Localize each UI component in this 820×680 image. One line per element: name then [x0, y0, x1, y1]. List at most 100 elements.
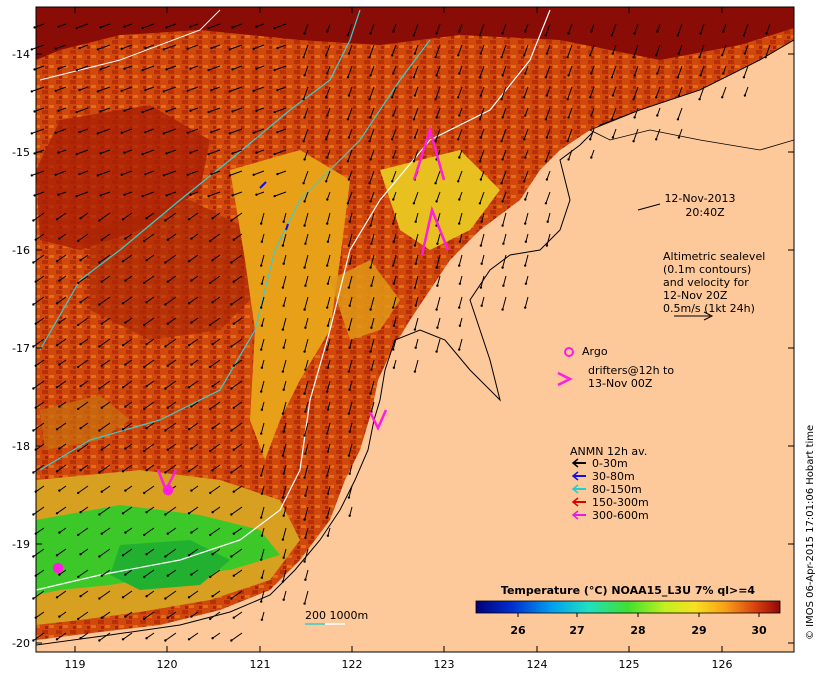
velocity-arrow [283, 506, 287, 516]
colorbar-tick-label: 28 [630, 624, 645, 637]
velocity-arrow [99, 548, 111, 557]
velocity-arrow-head [79, 343, 82, 346]
velocity-arrow [125, 317, 133, 324]
velocity-arrow [480, 128, 485, 138]
velocity-arrow-head [326, 450, 330, 453]
velocity-arrow-head [632, 140, 635, 143]
velocity-arrow [327, 485, 331, 494]
velocity-arrow [55, 86, 67, 92]
velocity-arrow [167, 611, 177, 619]
velocity-arrow-head [273, 68, 276, 72]
velocity-arrow-head [677, 94, 681, 97]
velocity-arrow [283, 380, 287, 390]
velocity-arrow [125, 611, 133, 618]
velocity-arrow-head [632, 98, 635, 101]
velocity-arrow-head [211, 301, 214, 304]
velocity-arrow [274, 149, 287, 155]
velocity-arrow [167, 233, 177, 241]
drifters-line-2: 13-Nov 00Z [588, 377, 653, 390]
velocity-arrow-head [392, 306, 395, 309]
velocity-arrow-head [478, 34, 482, 37]
velocity-arrow [31, 128, 45, 134]
velocity-arrow [274, 191, 287, 197]
velocity-arrow [435, 44, 441, 58]
velocity-arrow [33, 464, 45, 473]
velocity-arrow [392, 149, 397, 158]
velocity-arrow [568, 107, 573, 118]
velocity-arrow-head [545, 178, 549, 181]
velocity-arrow [765, 44, 771, 58]
velocity-arrow [165, 506, 177, 515]
velocity-arrow-head [370, 284, 373, 287]
velocity-arrow [524, 212, 529, 224]
velocity-arrow-head [392, 282, 396, 285]
velocity-arrow [677, 107, 683, 120]
velocity-arrow-head [55, 386, 59, 389]
velocity-arrow-head [209, 449, 212, 453]
lon-tick-label: 122 [342, 658, 363, 671]
velocity-arrow-head [164, 639, 167, 642]
velocity-arrow [436, 254, 441, 268]
velocity-arrow-head [480, 220, 483, 223]
velocity-arrow-head [457, 138, 460, 141]
velocity-arrow-head [435, 32, 438, 35]
velocity-arrow [187, 128, 199, 134]
velocity-arrow [479, 65, 485, 78]
velocity-arrow [501, 170, 507, 184]
velocity-arrow [33, 506, 45, 515]
velocity-arrow-head [228, 48, 231, 51]
velocity-arrow-head [78, 172, 81, 176]
velocity-arrow-head [480, 262, 483, 265]
colorbar-tick-label: 27 [569, 624, 584, 637]
velocity-arrow [121, 128, 133, 134]
velocity-arrow-head [369, 116, 372, 119]
velocity-arrow [80, 632, 89, 639]
velocity-arrow-head [98, 555, 101, 558]
velocity-arrow-head [32, 429, 35, 432]
velocity-arrow-head [276, 172, 279, 176]
velocity-arrow-head [478, 118, 482, 121]
velocity-arrow-head [120, 47, 123, 50]
velocity-arrow [56, 296, 67, 304]
velocity-arrow-head [231, 194, 234, 197]
velocity-arrow [100, 149, 111, 154]
velocity-arrow [261, 611, 265, 620]
velocity-arrow-head [414, 346, 417, 349]
velocity-arrow-head [523, 180, 526, 183]
velocity-arrow [124, 65, 133, 70]
velocity-arrow-head [99, 110, 102, 113]
velocity-arrow [56, 422, 67, 430]
velocity-arrow [436, 296, 441, 310]
velocity-arrow-head [141, 194, 144, 198]
velocity-arrow-head [124, 573, 127, 576]
velocity-arrow [545, 107, 551, 120]
velocity-arrow [212, 590, 221, 597]
drifter-cluster [162, 484, 174, 496]
velocity-arrow [99, 632, 111, 641]
velocity-arrow-head [347, 94, 351, 97]
velocity-arrow-head [501, 308, 504, 311]
sealevel-note: Altimetric sealevel (0.1m contours) and … [663, 250, 765, 321]
velocity-arrow [274, 65, 287, 71]
velocity-arrow-head [143, 323, 146, 327]
velocity-arrow [633, 86, 639, 100]
velocity-arrow [502, 296, 507, 310]
velocity-arrow-head [207, 110, 210, 114]
drifter-west [52, 562, 64, 574]
velocity-arrow-head [436, 242, 439, 245]
velocity-arrow [77, 233, 89, 242]
velocity-arrow-head [412, 118, 416, 121]
velocity-arrow [76, 107, 89, 113]
velocity-arrow [211, 170, 221, 175]
velocity-arrow [99, 422, 111, 431]
velocity-arrow [190, 23, 199, 28]
velocity-arrow [524, 254, 529, 266]
velocity-arrow-head [255, 109, 258, 112]
velocity-arrow-head [121, 470, 125, 473]
colorbar-tick-label: 26 [510, 624, 526, 637]
velocity-arrow [436, 65, 441, 76]
velocity-arrow-head [124, 321, 127, 324]
velocity-arrow [122, 632, 133, 640]
velocity-arrow-head [392, 366, 396, 369]
velocity-arrow-head [590, 156, 593, 159]
